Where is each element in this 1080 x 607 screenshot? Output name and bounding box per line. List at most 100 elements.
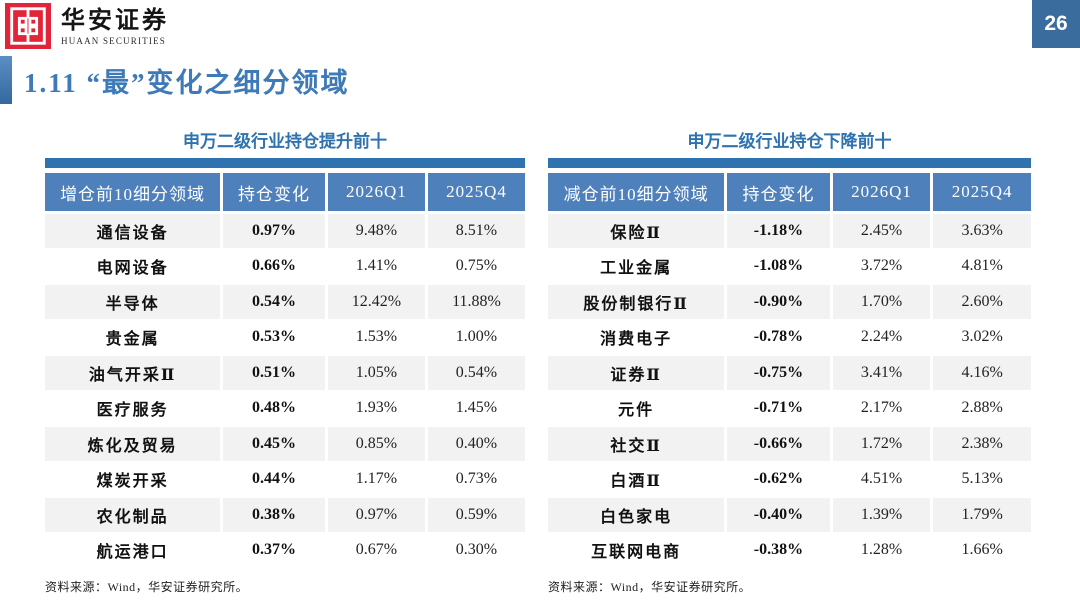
table-header-row: 减仓前10细分领域 持仓变化 2026Q1 2025Q4 (548, 173, 1031, 211)
value-cell: -0.71% (727, 391, 830, 425)
value-cell: -1.18% (727, 214, 830, 248)
value-cell: -0.66% (727, 427, 830, 461)
value-cell: 2.17% (832, 391, 931, 425)
column-header: 持仓变化 (727, 173, 830, 211)
value-cell: 0.75% (427, 249, 525, 283)
industry-name-cell: 证券Ⅱ (548, 356, 725, 390)
value-cell: 3.41% (832, 356, 931, 390)
table-row: 半导体 0.54% 12.42% 11.88% (45, 285, 525, 319)
value-cell: 11.88% (427, 285, 525, 319)
table-row: 炼化及贸易 0.45% 0.85% 0.40% (45, 427, 525, 461)
industry-name-cell: 医疗服务 (45, 391, 221, 425)
industry-name-cell: 白酒Ⅱ (548, 462, 725, 496)
table-row: 煤炭开采 0.44% 1.17% 0.73% (45, 462, 525, 496)
huaan-logo-icon (5, 3, 51, 49)
value-cell: 0.85% (327, 427, 425, 461)
table-row: 元件 -0.71% 2.17% 2.88% (548, 391, 1031, 425)
value-cell: 1.79% (933, 498, 1031, 532)
value-cell: 0.97% (223, 214, 325, 248)
value-cell: -0.75% (727, 356, 830, 390)
value-cell: 0.66% (223, 249, 325, 283)
table-title: 申万二级行业持仓提升前十 (183, 132, 387, 151)
value-cell: 1.93% (327, 391, 425, 425)
table-row: 贵金属 0.53% 1.53% 1.00% (45, 320, 525, 354)
value-cell: -0.78% (727, 320, 830, 354)
value-cell: 1.70% (832, 285, 931, 319)
table-row: 通信设备 0.97% 9.48% 8.51% (45, 214, 525, 248)
value-cell: 5.13% (933, 462, 1031, 496)
value-cell: 2.88% (933, 391, 1031, 425)
title-accent-bar (0, 56, 12, 104)
value-cell: 0.38% (223, 498, 325, 532)
value-cell: 3.72% (832, 249, 931, 283)
value-cell: 0.51% (223, 356, 325, 390)
value-cell: 0.53% (223, 320, 325, 354)
industry-name-cell: 保险Ⅱ (548, 214, 725, 248)
industry-name-cell: 通信设备 (45, 214, 221, 248)
value-cell: 1.17% (327, 462, 425, 496)
value-cell: 0.37% (223, 533, 325, 567)
table-section-increase: 申万二级行业持仓提升前十 增仓前10细分领域 持仓变化 2026Q1 2025Q… (45, 130, 525, 595)
table-top-bar (548, 158, 1031, 168)
industry-name-cell: 股份制银行Ⅱ (548, 285, 725, 319)
value-cell: 1.66% (933, 533, 1031, 567)
value-cell: 0.54% (427, 356, 525, 390)
table-row: 股份制银行Ⅱ -0.90% 1.70% 2.60% (548, 285, 1031, 319)
company-name-en: HUAAN SECURITIES (61, 36, 166, 46)
value-cell: 0.48% (223, 391, 325, 425)
table-row: 农化制品 0.38% 0.97% 0.59% (45, 498, 525, 532)
value-cell: 1.39% (832, 498, 931, 532)
table-row: 工业金属 -1.08% 3.72% 4.81% (548, 249, 1031, 283)
value-cell: 2.45% (832, 214, 931, 248)
industry-name-cell: 煤炭开采 (45, 462, 221, 496)
column-header: 2026Q1 (832, 173, 931, 211)
industry-name-cell: 工业金属 (548, 249, 725, 283)
value-cell: 1.72% (832, 427, 931, 461)
table-row: 医疗服务 0.48% 1.93% 1.45% (45, 391, 525, 425)
value-cell: 0.73% (427, 462, 525, 496)
value-cell: 2.24% (832, 320, 931, 354)
value-cell: 3.63% (933, 214, 1031, 248)
industry-name-cell: 社交Ⅱ (548, 427, 725, 461)
industry-name-cell: 贵金属 (45, 320, 221, 354)
value-cell: -0.40% (727, 498, 830, 532)
source-note: 资料来源：Wind，华安证券研究所。 (45, 580, 249, 594)
industry-name-cell: 炼化及贸易 (45, 427, 221, 461)
table-body: 通信设备 0.97% 9.48% 8.51% 电网设备 0.66% 1.41% 0.75% 半导… (45, 214, 525, 567)
huaan-logo: 华安证券 HUAAN SECURITIES (5, 3, 169, 49)
value-cell: 12.42% (327, 285, 425, 319)
value-cell: 0.54% (223, 285, 325, 319)
column-header: 2025Q4 (933, 173, 1031, 211)
column-header: 增仓前10细分领域 (45, 173, 221, 211)
slide-title-row: 1.11 “最”变化之细分领域 (0, 56, 350, 104)
industry-name-cell: 电网设备 (45, 249, 221, 283)
value-cell: 1.28% (832, 533, 931, 567)
value-cell: -0.62% (727, 462, 830, 496)
value-cell: 0.97% (327, 498, 425, 532)
value-cell: 0.30% (427, 533, 525, 567)
table-row: 互联网电商 -0.38% 1.28% 1.66% (548, 533, 1031, 567)
value-cell: 4.81% (933, 249, 1031, 283)
value-cell: 0.67% (327, 533, 425, 567)
table-row: 油气开采Ⅱ 0.51% 1.05% 0.54% (45, 356, 525, 390)
column-header: 持仓变化 (223, 173, 325, 211)
value-cell: 0.45% (223, 427, 325, 461)
value-cell: -0.38% (727, 533, 830, 567)
table-body: 保险Ⅱ -1.18% 2.45% 3.63% 工业金属 -1.08% 3.72% 4.81% 股… (548, 214, 1031, 567)
table-row: 保险Ⅱ -1.18% 2.45% 3.63% (548, 214, 1031, 248)
value-cell: 1.05% (327, 356, 425, 390)
table-header-row: 增仓前10细分领域 持仓变化 2026Q1 2025Q4 (45, 173, 525, 211)
value-cell: 8.51% (427, 214, 525, 248)
value-cell: 2.60% (933, 285, 1031, 319)
company-name: 华安证券 (61, 8, 169, 34)
table-row: 社交Ⅱ -0.66% 1.72% 2.38% (548, 427, 1031, 461)
table-title: 申万二级行业持仓下降前十 (687, 132, 892, 151)
value-cell: 0.40% (427, 427, 525, 461)
industry-name-cell: 元件 (548, 391, 725, 425)
table-row: 证券Ⅱ -0.75% 3.41% 4.16% (548, 356, 1031, 390)
value-cell: 1.00% (427, 320, 525, 354)
value-cell: 0.59% (427, 498, 525, 532)
industry-name-cell: 农化制品 (45, 498, 221, 532)
value-cell: -1.08% (727, 249, 830, 283)
value-cell: 4.51% (832, 462, 931, 496)
